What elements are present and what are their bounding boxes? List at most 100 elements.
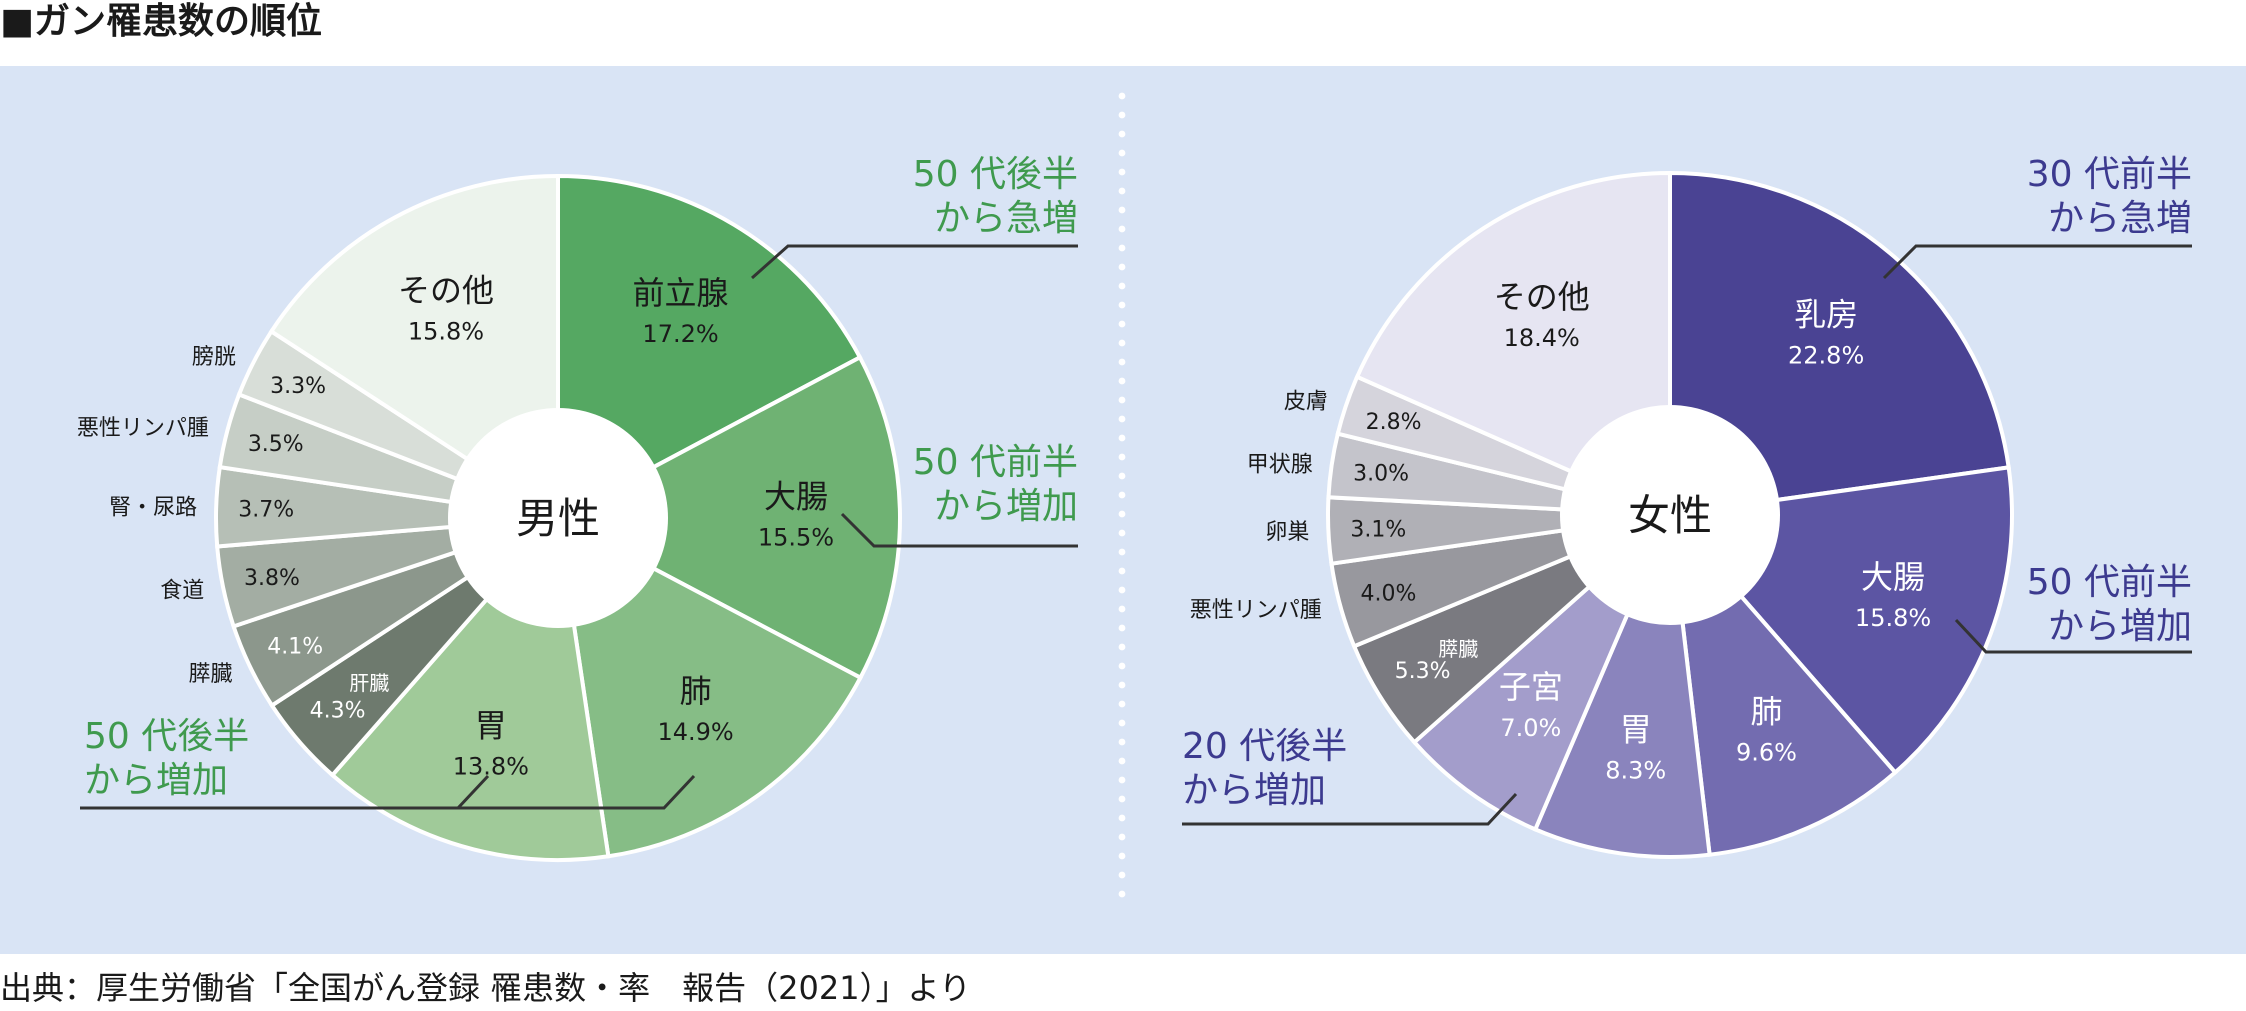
pie-slice-male-10: [268, 173, 560, 522]
divider-dot: [1118, 434, 1126, 442]
divider-dot: [1118, 263, 1126, 271]
divider-dot: [1118, 111, 1126, 119]
slice-name: 悪性リンパ腫: [77, 416, 209, 441]
slice-name: 甲状腺: [1247, 452, 1313, 477]
slice-value: 4.0%: [1360, 581, 1416, 606]
divider-dot: [1118, 472, 1126, 480]
divider-dot: [1118, 757, 1126, 765]
leader-line: [840, 512, 1078, 548]
slice-name: 乳房: [1794, 295, 1858, 333]
slice-name: 皮膚: [1284, 390, 1328, 415]
leader-line: [458, 774, 696, 810]
annotation-colon-line2: から増加: [2048, 606, 2192, 647]
slice-name: 卵巣: [1265, 520, 1309, 545]
divider-dot: [1118, 529, 1126, 537]
slice-value: 3.8%: [244, 566, 300, 591]
slice-name: 食道: [160, 579, 204, 604]
annotation-stomach-line2: から増加: [84, 760, 228, 801]
divider-dot: [1118, 168, 1126, 176]
pie-slice-male-1: [553, 354, 902, 681]
male-pie-chart: 男性 前立腺 17.2% 大腸 15.5% 肺 14.9% 胃 13.8% 4.3% 肝臓 4.1% 膵…: [77, 154, 1078, 862]
pie-center-label: 女性: [1628, 491, 1712, 540]
slice-value: 2.8%: [1366, 410, 1422, 435]
pie-slice-female-10: [1354, 170, 1672, 519]
annotation-stomach-line1: 50 代後半: [84, 716, 249, 757]
divider-dot: [1118, 225, 1126, 233]
slice-value: 3.7%: [238, 497, 294, 522]
divider-dot: [1118, 149, 1126, 157]
slice-value: 15.8%: [408, 317, 484, 345]
divider-dot: [1118, 700, 1126, 708]
divider-dot: [1118, 282, 1126, 290]
female-pie-chart: 女性 乳房 22.8% 大腸 15.8% 肺 9.6% 胃 8.3% 子宮 7.0% 5.3%膵臓 4.…: [1182, 154, 2192, 859]
pie-slice-female-0: [1668, 170, 2011, 518]
pie-center: [448, 408, 668, 628]
pie-slice-male-2: [555, 514, 864, 859]
slice-value: 22.8%: [1788, 341, 1864, 369]
divider-dot: [1118, 795, 1126, 803]
slice-name: その他: [398, 271, 494, 309]
leader-line: [1882, 244, 2192, 280]
chart-title: ■ガン罹患数の順位: [0, 1, 323, 42]
slice-name: 大腸: [764, 478, 828, 516]
annotation-colon-line1: 50 代前半: [2027, 562, 2192, 603]
divider-dot: [1118, 339, 1126, 347]
slice-value: 17.2%: [642, 320, 718, 348]
leader-line: [1182, 792, 1518, 826]
slice-value: 3.0%: [1353, 462, 1409, 487]
slice-name: 腎・尿路: [109, 495, 197, 520]
slice-value: 15.5%: [758, 524, 834, 552]
slice-name: 肺: [1750, 693, 1782, 731]
annotation-breast-line2: から急増: [2048, 198, 2192, 239]
slice-value: 18.4%: [1504, 324, 1580, 352]
divider-dot: [1118, 187, 1126, 195]
pie-center: [1560, 405, 1780, 625]
pie-center-label: 男性: [516, 494, 600, 543]
divider-dot: [1118, 377, 1126, 385]
divider-dot: [1118, 206, 1126, 214]
divider-dot: [1118, 358, 1126, 366]
slice-value: 7.0%: [1500, 714, 1561, 742]
divider-dot: [1118, 396, 1126, 404]
annotation-prostate-line2: から急増: [934, 198, 1078, 239]
slice-value: 15.8%: [1855, 604, 1931, 632]
pie-charts: 男性 前立腺 17.2% 大腸 15.5% 肺 14.9% 胃 13.8% 4.3% 肝臓 4.1% 膵…: [77, 92, 2192, 898]
slice-name: 大腸: [1861, 558, 1925, 596]
divider-dot: [1118, 871, 1126, 879]
divider-dot: [1118, 605, 1126, 613]
divider-dot: [1118, 624, 1126, 632]
divider-dot: [1118, 548, 1126, 556]
slice-name: その他: [1494, 278, 1590, 316]
slice-name: 胃: [1620, 711, 1652, 749]
divider-dot: [1118, 320, 1126, 328]
slice-name: 肝臓: [349, 671, 389, 695]
divider-dot: [1118, 814, 1126, 822]
slice-value: 8.3%: [1605, 757, 1666, 785]
slice-value: 14.9%: [657, 718, 733, 746]
divider-dot: [1118, 301, 1126, 309]
slice-name: 膵臓: [1438, 637, 1478, 661]
divider-dot: [1118, 453, 1126, 461]
divider-dot: [1118, 415, 1126, 423]
slice-value: 3.1%: [1350, 517, 1406, 542]
divider-dot: [1118, 719, 1126, 727]
divider-dot: [1118, 586, 1126, 594]
panel-divider: [1118, 92, 1126, 898]
slice-value: 13.8%: [453, 752, 529, 780]
divider-dot: [1118, 130, 1126, 138]
annotation-colon-line1: 50 代前半: [913, 442, 1078, 483]
divider-dot: [1118, 852, 1126, 860]
slice-name: 悪性リンパ腫: [1190, 598, 1322, 623]
slice-value: 3.5%: [248, 432, 304, 457]
slice-value: 3.3%: [270, 374, 326, 399]
divider-dot: [1118, 92, 1126, 100]
chart-panel: 男性 前立腺 17.2% 大腸 15.5% 肺 14.9% 胃 13.8% 4.3% 肝臓 4.1% 膵…: [0, 66, 2246, 954]
slice-name: 膀胱: [192, 345, 236, 370]
pie-slice-male-0: [556, 173, 863, 522]
slice-value: 5.3%: [1395, 659, 1451, 684]
annotation-colon-line2: から増加: [934, 486, 1078, 527]
divider-dot: [1118, 643, 1126, 651]
source-note: 出典：厚生労働省「全国がん登録 罹患数・率 報告（2021）」より: [0, 969, 971, 1007]
slice-value: 9.6%: [1736, 739, 1797, 767]
leader-line: [751, 244, 1078, 280]
